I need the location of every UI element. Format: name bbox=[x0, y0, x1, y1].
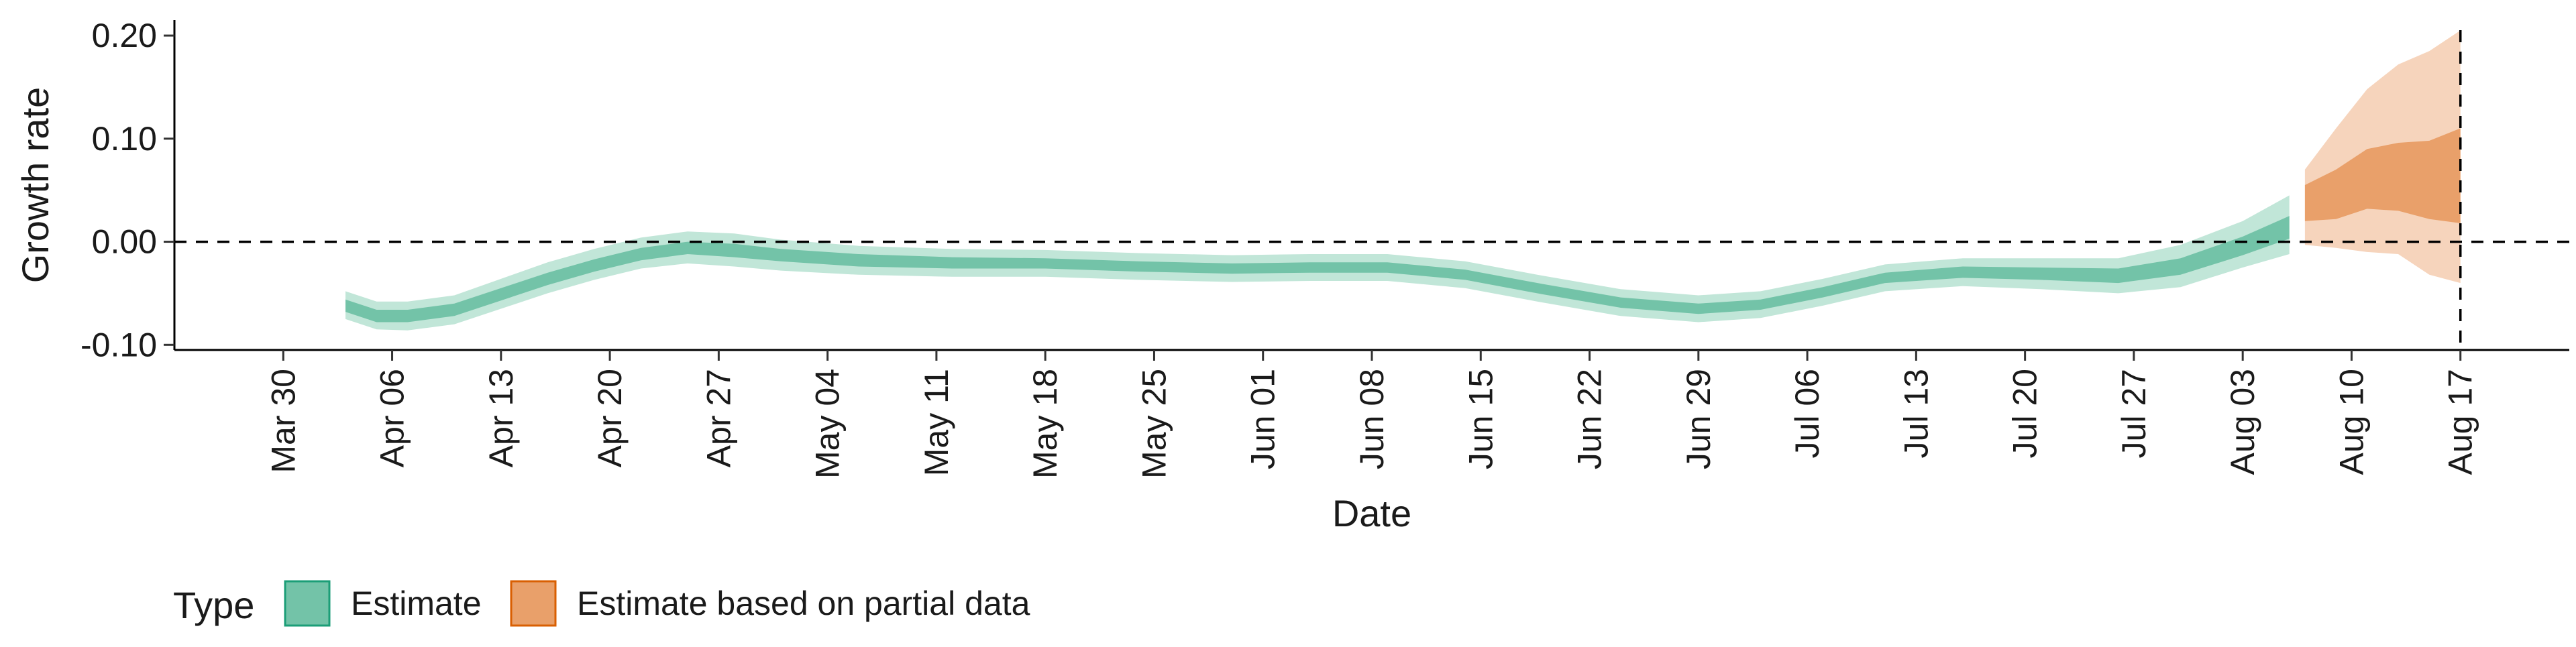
x-tick-label: Aug 03 bbox=[2224, 369, 2261, 475]
x-tick-label: Jul 27 bbox=[2115, 369, 2153, 458]
ribbon-layer bbox=[345, 30, 2461, 331]
x-tick-label: Mar 30 bbox=[264, 369, 302, 473]
legend: Type Estimate Estimate based on partial … bbox=[173, 580, 1030, 627]
y-tick-label: 0.10 bbox=[92, 120, 157, 158]
estimate-inner-band bbox=[345, 216, 2290, 322]
x-tick-label: May 18 bbox=[1026, 369, 1064, 479]
x-ticks: Mar 30 Apr 06 Apr 13 Apr 20 Apr 27 May 04 May … bbox=[264, 350, 2479, 479]
x-tick-label: Apr 13 bbox=[482, 369, 520, 467]
x-tick-label: Jun 15 bbox=[1462, 369, 1499, 469]
x-tick-label: Apr 06 bbox=[374, 369, 411, 467]
x-tick-label: May 25 bbox=[1136, 369, 1173, 479]
legend-label-estimate: Estimate bbox=[351, 585, 482, 622]
x-tick-label: Apr 27 bbox=[700, 369, 737, 467]
y-axis-title: Growth rate bbox=[14, 87, 56, 284]
partial-data-inner-band bbox=[2304, 128, 2461, 223]
y-tick-label: 0.00 bbox=[92, 223, 157, 261]
x-tick-label: Aug 10 bbox=[2333, 369, 2371, 475]
legend-key-estimate bbox=[284, 580, 331, 627]
y-tick-label: -0.10 bbox=[80, 326, 157, 363]
x-tick-label: Jul 20 bbox=[2006, 369, 2044, 458]
legend-title: Type bbox=[173, 584, 254, 626]
x-tick-label: May 11 bbox=[918, 369, 955, 476]
x-tick-label: Apr 20 bbox=[591, 369, 629, 467]
x-tick-label: Jun 22 bbox=[1571, 369, 1609, 469]
legend-label-partial-data: Estimate based on partial data bbox=[577, 585, 1030, 622]
legend-key-partial-data bbox=[510, 580, 557, 627]
x-tick-label: Jul 13 bbox=[1897, 369, 1935, 458]
x-axis-title: Date bbox=[1332, 492, 1411, 534]
x-tick-label: Jun 01 bbox=[1244, 369, 1282, 469]
y-ticks: -0.10 0.00 0.10 0.20 bbox=[80, 17, 174, 363]
x-tick-label: Jun 08 bbox=[1353, 369, 1391, 469]
x-tick-label: May 04 bbox=[809, 369, 847, 479]
reference-lines bbox=[174, 30, 2569, 350]
axes bbox=[173, 20, 2569, 351]
x-tick-label: Aug 17 bbox=[2442, 369, 2479, 475]
x-tick-label: Jun 29 bbox=[1680, 369, 1717, 469]
x-tick-label: Jul 06 bbox=[1788, 369, 1826, 458]
y-tick-label: 0.20 bbox=[92, 17, 157, 54]
